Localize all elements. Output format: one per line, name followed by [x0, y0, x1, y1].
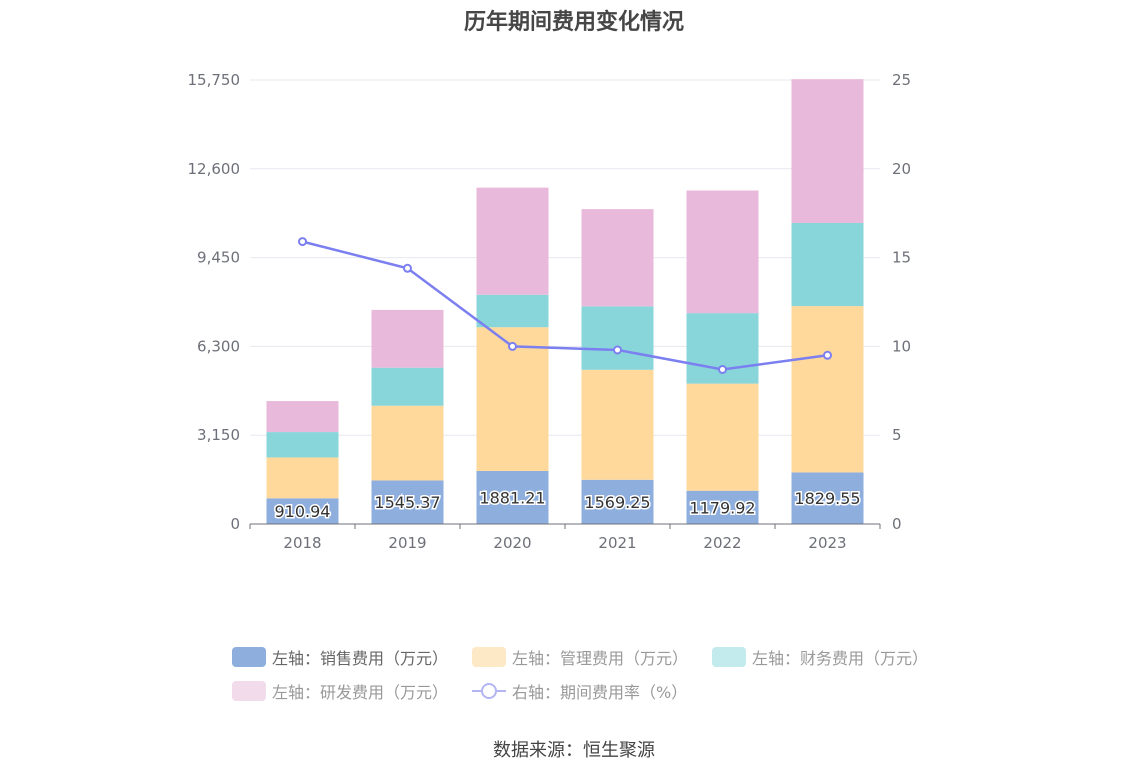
legend: 左轴：销售费用（万元） 左轴：管理费用（万元） 左轴：财务费用（万元） 左轴：研… [232, 640, 952, 708]
bar-data-label: 1545.37 [374, 493, 440, 512]
y-left-tick-label: 3,150 [197, 426, 240, 444]
grid-lines [250, 79, 880, 436]
y-left-tick-label: 9,450 [197, 249, 240, 267]
legend-label: 左轴：研发费用（万元） [272, 683, 449, 702]
bar-segment [581, 209, 654, 307]
bar-segment [371, 309, 444, 368]
rate-line [302, 240, 828, 371]
legend-item-admin[interactable]: 左轴：管理费用（万元） [472, 645, 688, 669]
bar-segment [686, 490, 759, 524]
bar-segment [686, 383, 759, 491]
rate-point [508, 341, 517, 351]
bar-segment [581, 369, 654, 480]
bar-data-label: 1881.21 [479, 488, 545, 507]
bar-segment [371, 480, 444, 524]
bar-segment [791, 222, 864, 307]
bar-segment [476, 470, 549, 524]
x-tick-label: 2022 [703, 534, 741, 552]
rate-point [403, 263, 412, 273]
bar-segment [791, 306, 864, 473]
bar-segment [371, 367, 444, 406]
y-right-tick-label: 0 [892, 515, 902, 533]
x-tick-label: 2020 [493, 534, 531, 552]
legend-swatch [472, 647, 506, 667]
x-tick-label: 2021 [598, 534, 636, 552]
bar-segment [581, 306, 654, 370]
legend-line-swatch [472, 681, 507, 701]
y-right-tick-label: 25 [892, 71, 911, 89]
source-note: 数据来源：恒生聚源 [493, 740, 655, 761]
legend-swatch [232, 681, 266, 701]
rate-point [613, 345, 622, 355]
rate-point [298, 237, 307, 247]
bar-series [266, 79, 864, 524]
legend-item-finance[interactable]: 左轴：财务费用（万元） [712, 645, 928, 669]
y-right-tick-label: 5 [892, 426, 902, 444]
bar-segment [476, 327, 549, 471]
axes: 0 3,150 6,300 9,450 12,600 15,750 0 5 10 15 20 25 20… [188, 71, 912, 552]
line-series [298, 237, 832, 374]
legend-item-rate[interactable]: 右轴：期间费用率（%） [472, 679, 687, 703]
bar-segment [266, 498, 339, 524]
data-labels: 910.94 1545.37 1881.21 1569.25 1179.92 1829.5… [273, 487, 862, 523]
bar-segment [581, 479, 654, 524]
legend-item-rd[interactable]: 左轴：研发费用（万元） [232, 679, 448, 703]
legend-label: 左轴：财务费用（万元） [752, 649, 929, 668]
bar-segment [791, 472, 864, 524]
chart-title: 历年期间费用变化情况 [463, 10, 684, 35]
rate-point [718, 364, 727, 374]
bar-data-label: 1569.25 [584, 493, 650, 512]
x-tick-label: 2018 [283, 534, 321, 552]
bar-segment [371, 405, 444, 481]
y-left-tick-label: 12,600 [188, 160, 241, 178]
legend-label: 左轴：管理费用（万元） [512, 649, 689, 668]
y-left-tick-label: 6,300 [197, 337, 240, 355]
y-right-tick-label: 15 [892, 249, 911, 267]
bar-data-label: 1829.55 [794, 489, 860, 508]
x-tick-label: 2023 [808, 534, 846, 552]
legend-label: 右轴：期间费用率（%） [512, 683, 688, 702]
legend-label: 左轴：销售费用（万元） [272, 649, 449, 668]
y-right-tick-label: 10 [892, 337, 911, 355]
bar-segment [476, 294, 549, 328]
x-tick-label: 2019 [388, 534, 426, 552]
bar-segment [791, 79, 864, 223]
legend-swatch [232, 647, 266, 667]
bar-data-label: 910.94 [275, 502, 331, 521]
bar-segment [266, 401, 339, 433]
bar-segment [266, 432, 339, 458]
y-left-tick-label: 15,750 [188, 71, 241, 89]
legend-item-sales[interactable]: 左轴：销售费用（万元） [232, 645, 448, 669]
y-right-tick-label: 20 [892, 160, 911, 178]
bar-segment [266, 457, 339, 499]
legend-swatch [712, 647, 746, 667]
bar-data-label: 1179.92 [689, 498, 755, 517]
bar-segment [476, 187, 549, 295]
rate-point [823, 350, 832, 360]
y-left-tick-label: 0 [230, 515, 240, 533]
bar-segment [686, 190, 759, 314]
